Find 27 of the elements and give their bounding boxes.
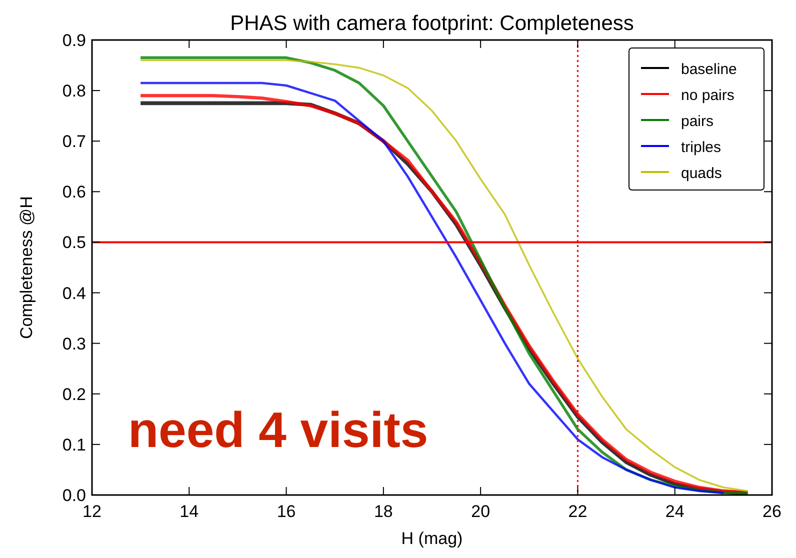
x-tick-label: 26	[762, 502, 782, 521]
y-axis-title: Completeness @H	[17, 196, 36, 339]
x-tick-label: 20	[471, 502, 490, 521]
y-tick-label: 0.6	[62, 182, 86, 202]
legend-label: triples	[681, 139, 722, 156]
x-tick-label: 24	[665, 502, 684, 521]
x-tick-label: 14	[180, 502, 199, 521]
x-tick-label: 22	[568, 502, 588, 521]
y-tick-label: 0.4	[62, 284, 86, 303]
chart-title: PHAS with camera footprint: Completeness	[230, 12, 634, 35]
x-axis-title: H (mag)	[401, 529, 463, 548]
y-tick-label: 0.1	[62, 435, 86, 454]
y-tick-label: 0.2	[62, 384, 86, 404]
y-tick-label: 0.3	[62, 334, 86, 354]
y-tick-label: 0.7	[62, 132, 86, 152]
y-tick-label: 0.9	[62, 31, 86, 50]
x-tick-label: 18	[374, 502, 393, 521]
annotation: need 4 visits	[128, 402, 428, 458]
y-tick-label: 0.0	[62, 486, 86, 505]
legend-label: baseline	[681, 61, 737, 78]
legend-label: pairs	[681, 113, 714, 130]
y-tick-label: 0.8	[62, 82, 86, 101]
x-tick-label: 12	[82, 502, 102, 521]
legend-label: quads	[681, 165, 722, 182]
y-tick-label: 0.5	[62, 233, 86, 252]
legend-label: no pairs	[681, 87, 734, 104]
x-tick-label: 16	[276, 502, 296, 521]
